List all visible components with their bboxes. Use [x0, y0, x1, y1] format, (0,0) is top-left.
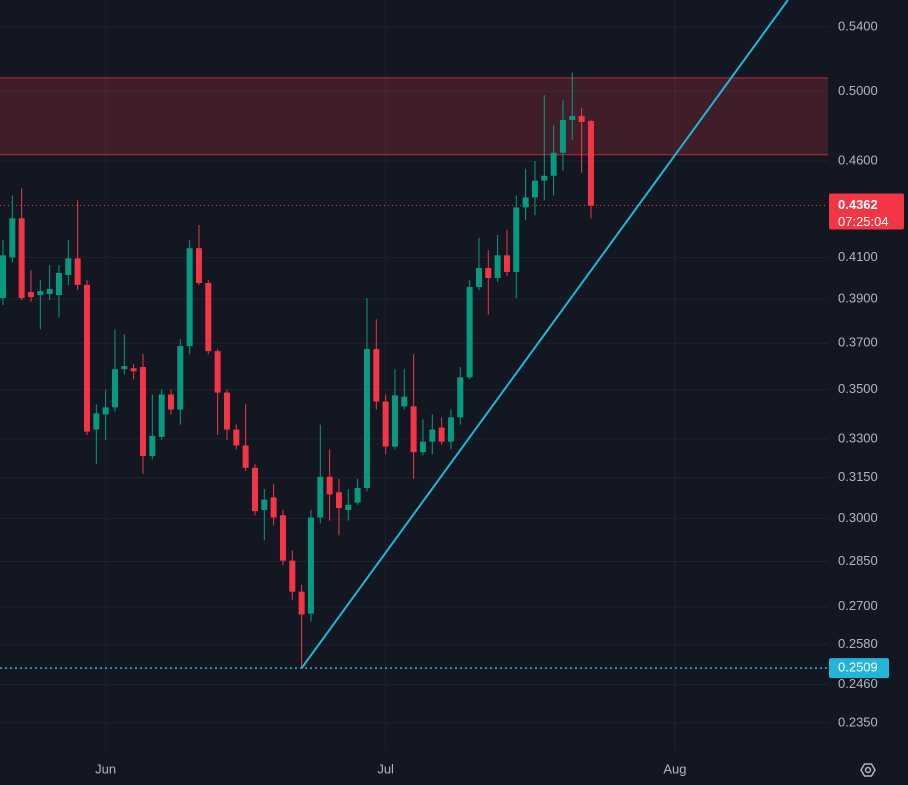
- countdown-label: 07:25:04: [838, 214, 889, 229]
- y-tick-label: 0.3900: [838, 291, 878, 306]
- candle-body: [466, 287, 473, 378]
- y-tick-label: 0.5000: [838, 83, 878, 98]
- candle-body: [569, 115, 576, 120]
- candle-body: [111, 369, 118, 408]
- candle-body: [102, 407, 109, 415]
- candle-body: [419, 441, 426, 453]
- candle-body: [46, 288, 53, 295]
- candle-body: [559, 119, 566, 153]
- candle-body: [130, 368, 137, 372]
- candle-body: [298, 591, 305, 615]
- candle-body: [83, 284, 90, 432]
- y-tick-label: 0.2850: [838, 553, 878, 568]
- y-tick-label: 0.2350: [838, 714, 878, 729]
- support-badge: [829, 658, 889, 679]
- candle-body: [326, 476, 333, 495]
- candle-body: [223, 392, 230, 430]
- y-tick-label: 0.3300: [838, 430, 878, 445]
- y-tick-label: 0.3700: [838, 335, 878, 350]
- candle-body: [391, 395, 398, 447]
- y-tick-label: 0.4100: [838, 249, 878, 264]
- y-tick-label: 0.4600: [838, 153, 878, 168]
- candle-body: [18, 218, 25, 299]
- last-price-badge: [829, 193, 904, 230]
- candle-body: [503, 255, 510, 272]
- candle-body: [307, 517, 314, 614]
- candle-body: [177, 346, 184, 410]
- y-tick-label: 0.2460: [838, 676, 878, 691]
- candle-body: [195, 248, 202, 284]
- candle-body: [158, 394, 165, 437]
- trendline: [300, 0, 789, 669]
- candle-body: [233, 429, 240, 446]
- candle-body: [429, 429, 436, 442]
- settings-dot: [864, 766, 872, 774]
- candle-body: [242, 445, 249, 468]
- y-tick-label: 0.5400: [838, 18, 878, 33]
- y-tick-label: 0.2580: [838, 636, 878, 651]
- candle-body: [401, 396, 408, 407]
- candle-body: [65, 258, 72, 276]
- candle-body: [578, 115, 585, 123]
- support-label: 0.2509: [838, 660, 878, 675]
- candle-body: [531, 180, 538, 198]
- candle-body: [541, 175, 548, 181]
- candle-body: [37, 291, 44, 296]
- candle-body: [475, 268, 482, 288]
- candle-body: [214, 351, 221, 393]
- candle-body: [587, 120, 594, 206]
- x-tick-label: Jul: [377, 761, 394, 776]
- candle-body: [205, 283, 212, 352]
- candle-body: [289, 560, 296, 592]
- candle-body: [55, 272, 62, 296]
- candle-body: [149, 435, 156, 457]
- candle-body: [373, 349, 380, 402]
- candle-body: [74, 258, 81, 285]
- zone: [0, 77, 828, 155]
- candle-body: [27, 292, 34, 298]
- candle-body: [438, 427, 445, 442]
- candle-body: [121, 366, 128, 370]
- y-tick-label: 0.3500: [838, 381, 878, 396]
- candle-body: [186, 248, 193, 347]
- settings-hex: [860, 763, 876, 777]
- last-price-label: 0.4362: [838, 197, 878, 212]
- candle-body: [139, 367, 146, 457]
- y-tick-label: 0.3150: [838, 469, 878, 484]
- plot-area: [0, 0, 828, 750]
- candle-body: [251, 467, 258, 512]
- y-tick-label: 0.2700: [838, 598, 878, 613]
- settings-icon[interactable]: [860, 763, 876, 777]
- candle-body: [363, 349, 370, 488]
- candle-body: [522, 197, 529, 208]
- candle-body: [447, 417, 454, 442]
- x-tick-label: Aug: [663, 761, 686, 776]
- x-tick-label: Jun: [95, 761, 116, 776]
- candle-body: [382, 401, 389, 447]
- candle-body: [93, 413, 100, 430]
- candle-body: [345, 504, 352, 511]
- y-tick-label: 0.3000: [838, 510, 878, 525]
- candle-body: [9, 218, 16, 258]
- candle-body: [317, 476, 324, 518]
- candle-body: [485, 268, 492, 278]
- candle-body: [279, 515, 286, 561]
- candle-body: [513, 207, 520, 272]
- candle-body: [410, 406, 417, 453]
- candle-body: [270, 497, 277, 518]
- candle-body: [457, 377, 464, 418]
- candle-body: [494, 255, 501, 278]
- candle-body: [550, 152, 557, 176]
- candle-body: [261, 499, 268, 511]
- candle-body: [335, 492, 342, 509]
- candle-body: [0, 255, 6, 299]
- candle-body: [167, 394, 174, 410]
- candle-body: [354, 487, 361, 503]
